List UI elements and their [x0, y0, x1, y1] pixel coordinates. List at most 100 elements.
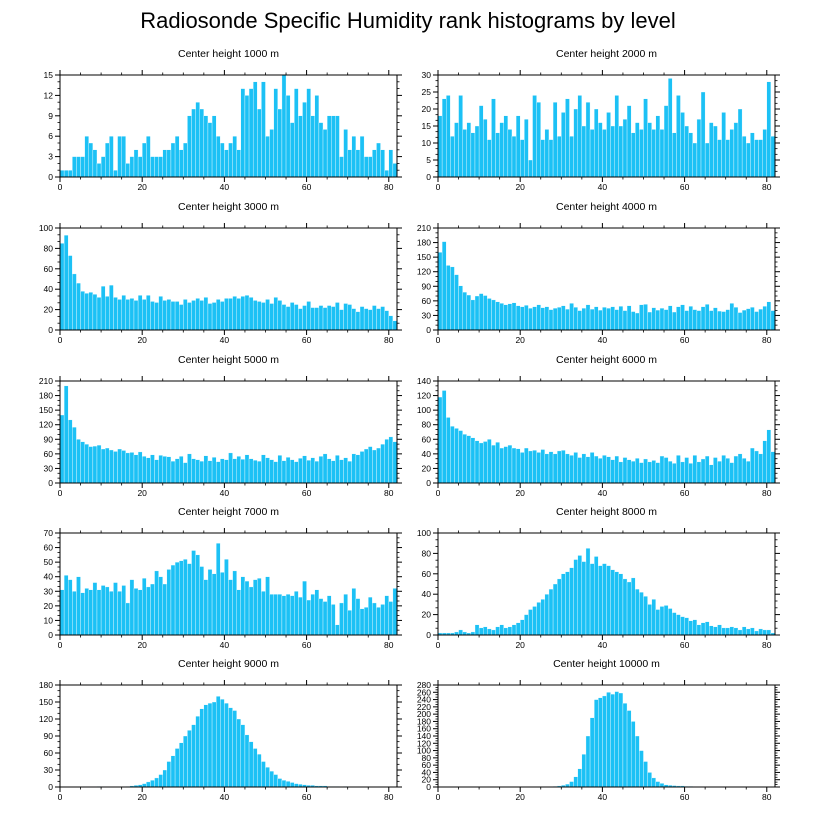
- x-tick-label: 0: [436, 488, 441, 498]
- histogram-bar: [339, 156, 344, 178]
- histogram-bar: [466, 122, 472, 178]
- histogram-bar: [314, 460, 320, 484]
- histogram-bar: [109, 449, 114, 484]
- y-tick-label: 20: [44, 305, 54, 315]
- histogram-bar: [183, 299, 188, 331]
- histogram-bar: [195, 459, 200, 484]
- histogram-bar: [561, 573, 566, 636]
- histogram-bar: [643, 304, 648, 331]
- histogram-bar: [746, 142, 751, 178]
- histogram-bar: [63, 385, 69, 484]
- histogram-bar: [515, 622, 521, 636]
- histogram-bar: [277, 778, 283, 788]
- x-tick-label: 40: [220, 640, 230, 650]
- histogram-bar: [733, 306, 739, 331]
- histogram-bar: [166, 149, 172, 178]
- histogram-bar: [392, 163, 398, 178]
- histogram-bar: [244, 580, 250, 636]
- histogram-bar: [207, 303, 213, 331]
- histogram-bar: [121, 136, 126, 178]
- histogram-bar: [355, 149, 361, 178]
- histogram-bar: [746, 308, 751, 331]
- histogram-bar: [203, 455, 209, 484]
- histogram-bar: [331, 460, 336, 484]
- histogram-bar: [248, 458, 254, 484]
- histogram-bar: [758, 139, 763, 178]
- histogram-bar: [651, 460, 656, 484]
- histogram-bar: [610, 459, 615, 484]
- histogram-bar: [384, 595, 389, 636]
- histogram-bar: [215, 136, 221, 178]
- histogram-bar: [129, 579, 135, 636]
- histogram-bar: [142, 783, 147, 788]
- histogram-bar: [380, 306, 385, 331]
- histogram-panel: Center height 6000 m 0 20 40 60 80 0 20 40 60 80 10…: [417, 354, 780, 498]
- panel-title: Center height 6000 m: [556, 354, 657, 366]
- histogram-bar: [766, 81, 772, 178]
- histogram-bar: [441, 390, 447, 484]
- histogram-bar: [220, 301, 225, 331]
- histogram-bar: [651, 129, 656, 178]
- panel-title: Center height 9000 m: [178, 658, 279, 670]
- histogram-bar: [647, 461, 652, 484]
- histogram-bar: [524, 614, 529, 636]
- histogram-bar: [133, 149, 139, 178]
- histogram-bar: [635, 122, 640, 178]
- histogram-bar: [257, 460, 262, 484]
- x-tick-label: 80: [384, 182, 394, 192]
- histogram-bar: [199, 300, 205, 331]
- histogram-bar: [606, 307, 611, 331]
- y-tick-label: 80: [44, 243, 54, 253]
- histogram-bar: [252, 459, 258, 484]
- histogram-bar: [146, 136, 151, 178]
- histogram-bar: [478, 293, 484, 331]
- histogram-bar: [593, 108, 599, 178]
- histogram-bar: [347, 304, 352, 331]
- histogram-bar: [511, 447, 517, 484]
- histogram-bar: [191, 724, 196, 788]
- histogram-bar: [68, 170, 73, 178]
- histogram-bar: [737, 312, 743, 331]
- histogram-bar: [593, 699, 599, 788]
- histogram-bar: [499, 624, 504, 636]
- histogram-bar: [310, 457, 315, 484]
- histogram-bar: [704, 142, 710, 178]
- histogram-bar: [700, 458, 706, 484]
- histogram-bar: [158, 576, 163, 636]
- histogram-panel: Center height 9000 m 0 20 40 60 80 0 30 60 90 120 1…: [39, 658, 402, 802]
- y-tick-label: 60: [422, 434, 432, 444]
- histogram-bar: [684, 457, 689, 484]
- histogram-bar: [606, 565, 611, 636]
- histogram-bar: [105, 296, 110, 331]
- histogram-bar: [265, 457, 270, 484]
- y-tick-label: 10: [422, 138, 432, 148]
- histogram-bar: [589, 129, 595, 178]
- x-tick-label: 60: [680, 488, 690, 498]
- histogram-bar: [363, 308, 369, 331]
- histogram-bar: [499, 303, 504, 331]
- histogram-bar: [92, 149, 98, 178]
- histogram-bar: [610, 306, 615, 331]
- histogram-bar: [252, 300, 258, 331]
- histogram-bar: [441, 241, 447, 331]
- histogram-bar: [322, 129, 328, 178]
- histogram-bar: [573, 108, 578, 178]
- histogram-bar: [273, 297, 278, 331]
- histogram-bar: [622, 310, 628, 331]
- histogram-bar: [142, 299, 147, 331]
- y-tick-label: 12: [44, 90, 54, 100]
- histogram-bar: [618, 125, 624, 178]
- histogram-bar: [630, 577, 636, 636]
- histogram-bar: [331, 604, 336, 636]
- histogram-bar: [663, 105, 669, 178]
- histogram-bar: [372, 149, 377, 178]
- histogram-bar: [466, 294, 472, 331]
- histogram-bar: [125, 299, 131, 331]
- y-tick-label: 15: [422, 121, 432, 131]
- histogram-bar: [232, 296, 237, 331]
- histogram-bar: [203, 579, 209, 636]
- histogram-bar: [150, 454, 155, 484]
- histogram-bar: [552, 102, 558, 178]
- histogram-bar: [125, 602, 131, 636]
